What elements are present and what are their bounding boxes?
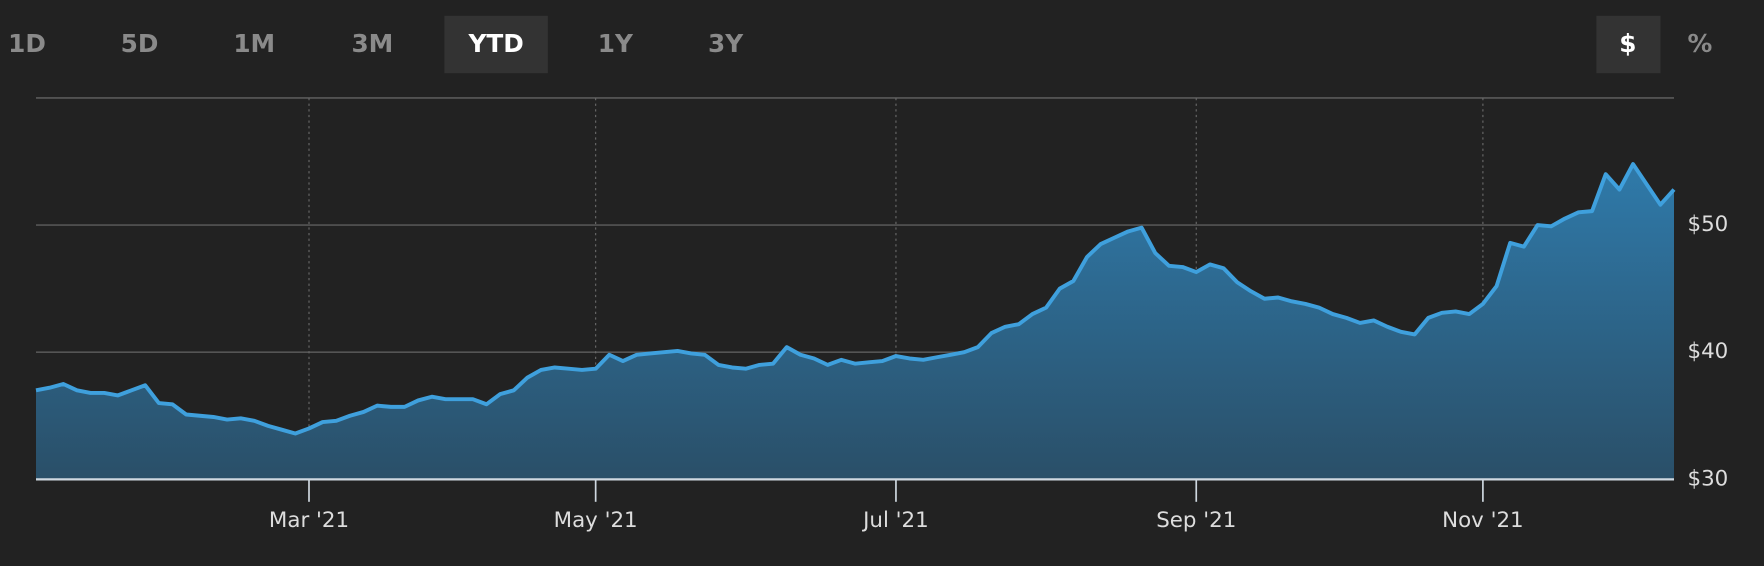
range-controls: 1D 5D 1M 3M YTD 1Y 3Y $% xyxy=(8,15,1712,74)
x-tick-label: Jul '21 xyxy=(861,508,929,533)
range-tab[interactable]: 3M xyxy=(351,29,393,58)
range-tab[interactable]: 1Y xyxy=(598,29,634,58)
range-tab-selected-bg xyxy=(444,15,548,74)
unit-tab[interactable]: $ xyxy=(1619,29,1636,58)
range-tab[interactable]: 1D xyxy=(8,29,46,58)
x-tick-label: May '21 xyxy=(554,508,638,533)
price-line xyxy=(35,162,1676,436)
plot: $30 $40 $50 Mar '21 May '21 Jul '21 Sep '21 Nov… xyxy=(35,97,1729,533)
unit-tab-selected-bg xyxy=(1596,15,1661,74)
x-tick-label: Sep '21 xyxy=(1156,508,1236,533)
area-fill xyxy=(36,164,1674,480)
range-tab[interactable]: 3Y xyxy=(708,29,744,58)
x-tick-label: Nov '21 xyxy=(1442,508,1524,533)
x-tick-label: Mar '21 xyxy=(269,508,349,533)
y-tick-label: $30 xyxy=(1688,466,1729,491)
y-tick-label: $50 xyxy=(1688,212,1729,237)
range-tab[interactable]: 1M xyxy=(233,29,275,58)
y-tick-label: $40 xyxy=(1688,339,1729,364)
range-tab[interactable]: 5D xyxy=(121,29,159,58)
range-tab[interactable]: YTD xyxy=(467,29,523,58)
unit-tab[interactable]: % xyxy=(1687,29,1712,58)
